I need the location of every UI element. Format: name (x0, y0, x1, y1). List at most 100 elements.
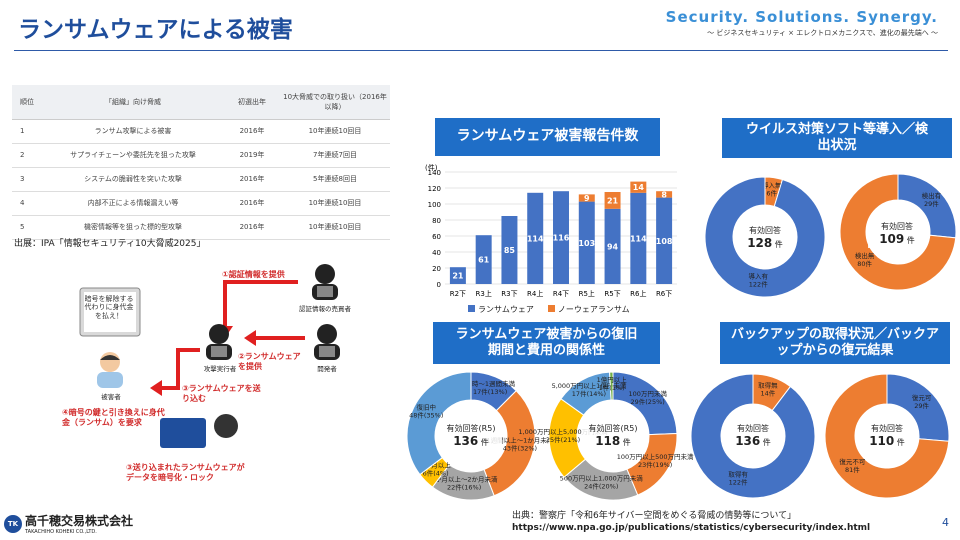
donut-slice (548, 398, 587, 478)
center-unit: 件 (622, 438, 631, 448)
step-3-label: ③ランサムウェアを送り込む (182, 384, 261, 403)
slice-label: 復元不可 81件 (839, 457, 866, 474)
bar-value-label: 85 (504, 246, 516, 255)
table-row: 5 機密情報等を狙った標的型攻撃 2016年 10年連続10回目 (12, 215, 390, 240)
slice-label: 取得無 14件 (758, 380, 778, 397)
center-unit: 件 (480, 438, 489, 448)
bar-value-label: 103 (578, 239, 595, 248)
threat-cell: 内部不正による情報漏えい等 (42, 191, 224, 216)
tagline: Security. Solutions. Synergy. (665, 8, 938, 26)
bar-ransomware (475, 235, 492, 284)
locked-data-icon (160, 418, 206, 448)
monitor-screen (84, 292, 136, 332)
threat-cell: 機密情報等を狙った標的型攻撃 (42, 215, 224, 240)
donut-slice (764, 176, 784, 208)
broker-figure (308, 262, 342, 302)
source-line-1: 出典：警察庁「令和6年サイバー空間をめぐる脅威の情勢等について」 (512, 511, 797, 521)
slice-label: 5,000万円以上1億円未満 17件(14%) (552, 381, 627, 398)
col-history: 10大脅威での取り扱い（2016年以降） (280, 85, 390, 120)
rank-cell: 2 (12, 143, 42, 168)
slice-label: 復旧中 48件(35%) (409, 403, 443, 420)
company-logo: TK 高千穂交易株式会社 TAKACHIHO KOHEKI CO.,LTD. (4, 512, 133, 535)
slice-label: 2か月以上 6件(4%) (421, 460, 452, 477)
history-cell: 10年連続10回目 (280, 215, 390, 240)
slice-label: 検出無 80件 (855, 251, 875, 268)
donut-av-detect-center: 有効回答 109 件 (868, 222, 926, 248)
center-total: 136 (453, 434, 479, 449)
slice-label: 1か月以上〜2か月未満 22件(16%) (431, 475, 498, 492)
legend-ransomware: ランサムウェア (468, 304, 534, 315)
center-total: 110 (869, 434, 895, 449)
center-total: 118 (595, 434, 621, 449)
table-row: 2 サプライチェーンや委託先を狙った攻撃 2019年 7年連続7回目 (12, 143, 390, 168)
year-cell: 2019年 (224, 143, 280, 168)
x-tick-label: R4上 (527, 289, 543, 298)
y-tick-label: 80 (432, 217, 441, 225)
slice-label: 復元可 29件 (912, 393, 932, 410)
bar-noware (604, 192, 621, 209)
year-cell: 2016年 (224, 119, 280, 144)
x-tick-label: R5下 (604, 290, 620, 298)
legend-noware: ノーウェアランサム (547, 304, 630, 315)
bar-value-label: 94 (607, 242, 619, 251)
slice-label: 導入有 122件 (749, 272, 769, 289)
bar-ransomware (630, 192, 647, 284)
donut-av-install-center: 有効回答 128 件 (736, 226, 794, 252)
bar-value-label: 116 (553, 234, 570, 243)
broker-label: 認証情報の売買者 (299, 305, 351, 313)
col-rank: 順位 (12, 85, 42, 120)
x-tick-label: R4下 (553, 290, 569, 298)
slice-label: 検出有 29件 (922, 191, 942, 208)
virus-icon (214, 414, 238, 438)
bar-value-label: 114 (527, 234, 544, 243)
source-url[interactable]: https://www.npa.go.jp/publications/stati… (512, 523, 871, 534)
slice-label: 導入無 6件 (762, 180, 782, 197)
history-cell: 7年連続7回目 (280, 143, 390, 168)
slice-label: 100万円未満 29件(25%) (628, 389, 667, 406)
table-header-row: 順位 「組織」向け脅威 初選出年 10大脅威での取り扱い（2016年以降） (12, 85, 390, 120)
bar-ransomware (604, 208, 621, 284)
year-cell: 2016年 (224, 167, 280, 192)
center-label: 有効回答 (749, 226, 781, 235)
page-title: ランサムウェアによる被害 (18, 17, 293, 43)
source-note: 出典：警察庁「令和6年サイバー空間をめぐる脅威の情勢等について」 https://… (512, 510, 870, 534)
header-divider (14, 50, 948, 51)
step-5-label: ③送り込まれたランサムウェアがデータを暗号化・ロック (126, 463, 245, 482)
av-box-title: ウイルス対策ソフト等導入／検出状況 (722, 118, 952, 158)
year-cell: 2016年 (224, 191, 280, 216)
bar-noware (656, 191, 673, 198)
center-label: 有効回答(R5) (588, 424, 638, 433)
victim-label: 被害者 (101, 393, 121, 401)
slice-label: 即時〜1週間未満 17件(13%) (465, 379, 515, 396)
donut-recovery-period-center: 有効回答(R5) 136 件 (440, 424, 502, 450)
history-cell: 10年連続10回目 (280, 119, 390, 144)
developer-figure (310, 322, 344, 362)
step-4-label: ④暗号の鍵と引き換えに身代金（ランサム）を要求 (62, 408, 165, 427)
bar-value-label: 61 (478, 256, 490, 265)
logo-mark-icon: TK (4, 514, 22, 533)
arrow-3-head (150, 380, 162, 396)
step-2-label: ②ランサムウェアを提供 (238, 352, 301, 371)
table-source: 出展：IPA「情報セキュリティ10大脅威2025」 (14, 239, 206, 249)
center-label: 有効回答(R5) (446, 424, 496, 433)
center-unit: 件 (774, 240, 783, 250)
ransomware-flow-diagram (79, 280, 305, 448)
threat-cell: サプライチェーンや委託先を狙った攻撃 (42, 143, 224, 168)
legend-noware-text: ノーウェアランサム (557, 305, 630, 314)
sub-tagline: ～ ビジネスセキュリティ × エレクトロメカニクスで、進化の最先端へ ～ (707, 29, 938, 37)
donut-recovery-cost-center: 有効回答(R5) 118 件 (582, 424, 644, 450)
victim-figure (93, 350, 127, 390)
legend-ransomware-text: ランサムウェア (478, 305, 534, 314)
arrow-3 (158, 348, 200, 390)
company-name: 高千穂交易株式会社 (25, 514, 134, 528)
bar-value-label: 21 (452, 272, 464, 281)
slice-label: 取得有 122件 (728, 470, 748, 487)
x-tick-label: R6下 (656, 290, 672, 298)
bar-chart-legend: ランサムウェア ノーウェアランサム (468, 304, 630, 315)
center-label: 有効回答 (737, 424, 769, 433)
x-tick-label: R2下 (450, 290, 466, 298)
rank-cell: 5 (12, 215, 42, 240)
donut-slice (560, 371, 612, 416)
year-cell: 2016年 (224, 215, 280, 240)
